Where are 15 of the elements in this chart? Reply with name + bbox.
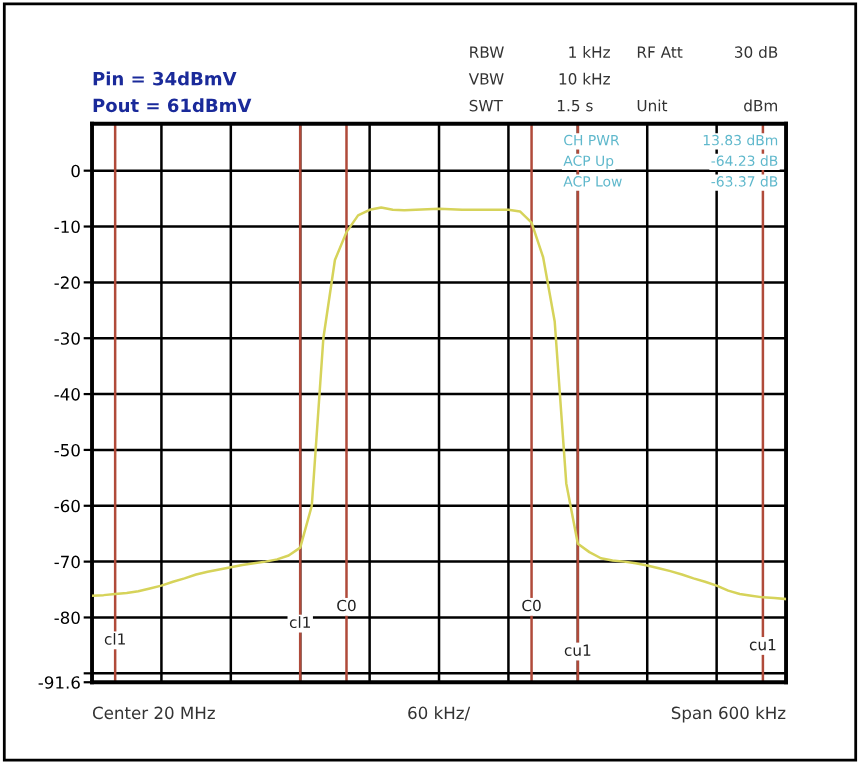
y-tick-label: -40 <box>54 388 80 401</box>
y-tick-label: -20 <box>54 276 80 289</box>
y-tick-label: -10 <box>54 220 80 234</box>
y-tick-label: 0 <box>71 164 80 178</box>
y-tick-label: -50 <box>54 443 80 457</box>
text: Pout = 61dBmV <box>93 98 252 113</box>
text: 60 kHz/ <box>408 706 471 721</box>
y-tick-label: -91.6 <box>38 676 80 689</box>
y-tick-label: -30 <box>54 332 80 345</box>
text: Pin = 34dBmV <box>93 71 237 86</box>
y-tick-label: -80 <box>54 611 80 625</box>
y-tick-label: -60 <box>54 499 80 513</box>
y-tick-label: -70 <box>54 555 80 569</box>
text: Span 600 kHz <box>671 706 786 723</box>
text: Center 20 MHz <box>92 706 215 720</box>
